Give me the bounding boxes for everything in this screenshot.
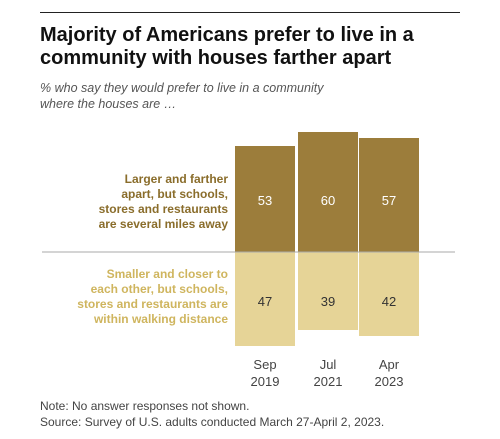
bar-top-1	[298, 132, 358, 252]
series-label-bottom-line-3: within walking distance	[93, 312, 228, 326]
chart-title: Majority of Americans prefer to live in …	[40, 24, 480, 70]
category-label-year-1: 2021	[314, 374, 343, 389]
category-label-month-1: Jul	[320, 357, 337, 372]
bar-top-2	[359, 138, 419, 252]
series-label-top-line-1: apart, but schools,	[121, 187, 228, 201]
category-label-year-2: 2023	[375, 374, 404, 389]
category-label-month-2: Apr	[379, 357, 400, 372]
series-label-top-line-0: Larger and farther	[125, 172, 229, 186]
bar-bottom-0	[235, 252, 295, 346]
top-rule	[40, 12, 460, 13]
chart-subtitle: % who say they would prefer to live in a…	[40, 80, 460, 112]
data-label-top-0: 53	[258, 193, 272, 208]
data-label-bottom-1: 39	[321, 294, 335, 309]
chart-subtitle-line-2: where the houses are …	[40, 97, 177, 111]
chart-subtitle-line-1: % who say they would prefer to live in a…	[40, 81, 324, 95]
footnote: Note: No answer responses not shown.	[40, 399, 250, 413]
category-label-year-0: 2019	[251, 374, 280, 389]
bar-bottom-2	[359, 252, 419, 336]
data-label-top-2: 57	[382, 193, 396, 208]
chart-title-line-1: Majority of Americans prefer to live in …	[40, 24, 414, 46]
data-label-bottom-0: 47	[258, 294, 272, 309]
series-label-top-line-2: stores and restaurants	[99, 202, 229, 216]
data-label-bottom-2: 42	[382, 294, 396, 309]
category-label-month-0: Sep	[253, 357, 276, 372]
bar-bottom-1	[298, 252, 358, 330]
series-label-bottom-line-1: each other, but schools,	[91, 282, 228, 296]
bar-top-0	[235, 146, 295, 252]
data-label-top-1: 60	[321, 193, 335, 208]
source-note: Source: Survey of U.S. adults conducted …	[40, 415, 385, 429]
series-label-bottom-line-0: Smaller and closer to	[107, 267, 228, 281]
chart-title-line-2: community with houses farther apart	[40, 47, 392, 69]
series-label-top-line-3: are several miles away	[99, 217, 229, 231]
series-label-bottom-line-2: stores and restaurants are	[77, 297, 228, 311]
